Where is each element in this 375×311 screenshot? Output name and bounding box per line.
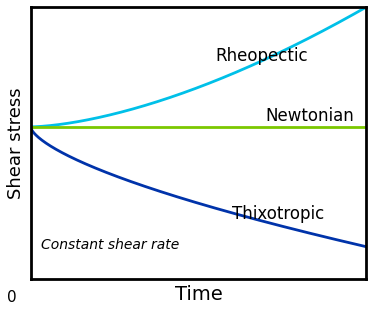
X-axis label: Time: Time — [175, 285, 222, 304]
Text: Rheopectic: Rheopectic — [215, 47, 308, 65]
Text: 0: 0 — [8, 290, 17, 305]
Y-axis label: Shear stress: Shear stress — [7, 87, 25, 199]
Text: Constant shear rate: Constant shear rate — [40, 238, 179, 252]
Text: Newtonian: Newtonian — [266, 107, 354, 125]
Text: Thixotropic: Thixotropic — [232, 205, 324, 223]
